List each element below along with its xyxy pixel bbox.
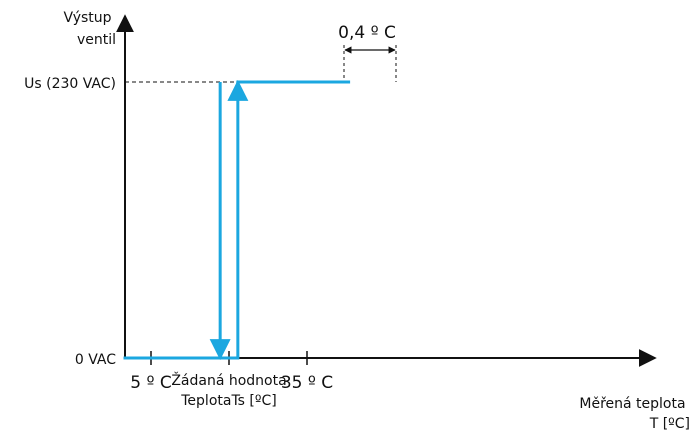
x-ticks: 5 º C Žádaná hodnota TeplotaTs [ºC] 35 º C bbox=[130, 351, 333, 409]
y-axis-title: Výstup ventil bbox=[64, 10, 116, 48]
y-axis-title-line-1: Výstup bbox=[64, 10, 112, 26]
y-level-label-us: Us (230 VAC) bbox=[24, 76, 116, 92]
x-tick-label-line: TeplotaTs [ºC] bbox=[180, 393, 276, 409]
series-layer bbox=[123, 79, 351, 361]
hysteresis-label: 0,4 º C bbox=[338, 23, 396, 43]
y-axis-title-line-2: ventil bbox=[77, 32, 116, 48]
x-tick-label-line: 5 º C bbox=[130, 373, 172, 393]
x-tick-label: 35 º C bbox=[281, 373, 333, 393]
x-axis-title: Měřená teplota T [ºC] bbox=[579, 396, 690, 432]
x-tick-label: Žádaná hodnota TeplotaTs [ºC] bbox=[171, 371, 286, 409]
x-tick-label: 5 º C bbox=[130, 373, 172, 393]
x-tick-label-line: 35 º C bbox=[281, 373, 333, 393]
x-axis-title-line-2: T [ºC] bbox=[649, 416, 690, 432]
x-axis-title-line-1: Měřená teplota bbox=[579, 396, 685, 412]
x-tick-label-line: Žádaná hodnota bbox=[171, 371, 286, 389]
y-level-label-zero: 0 VAC bbox=[75, 352, 116, 368]
